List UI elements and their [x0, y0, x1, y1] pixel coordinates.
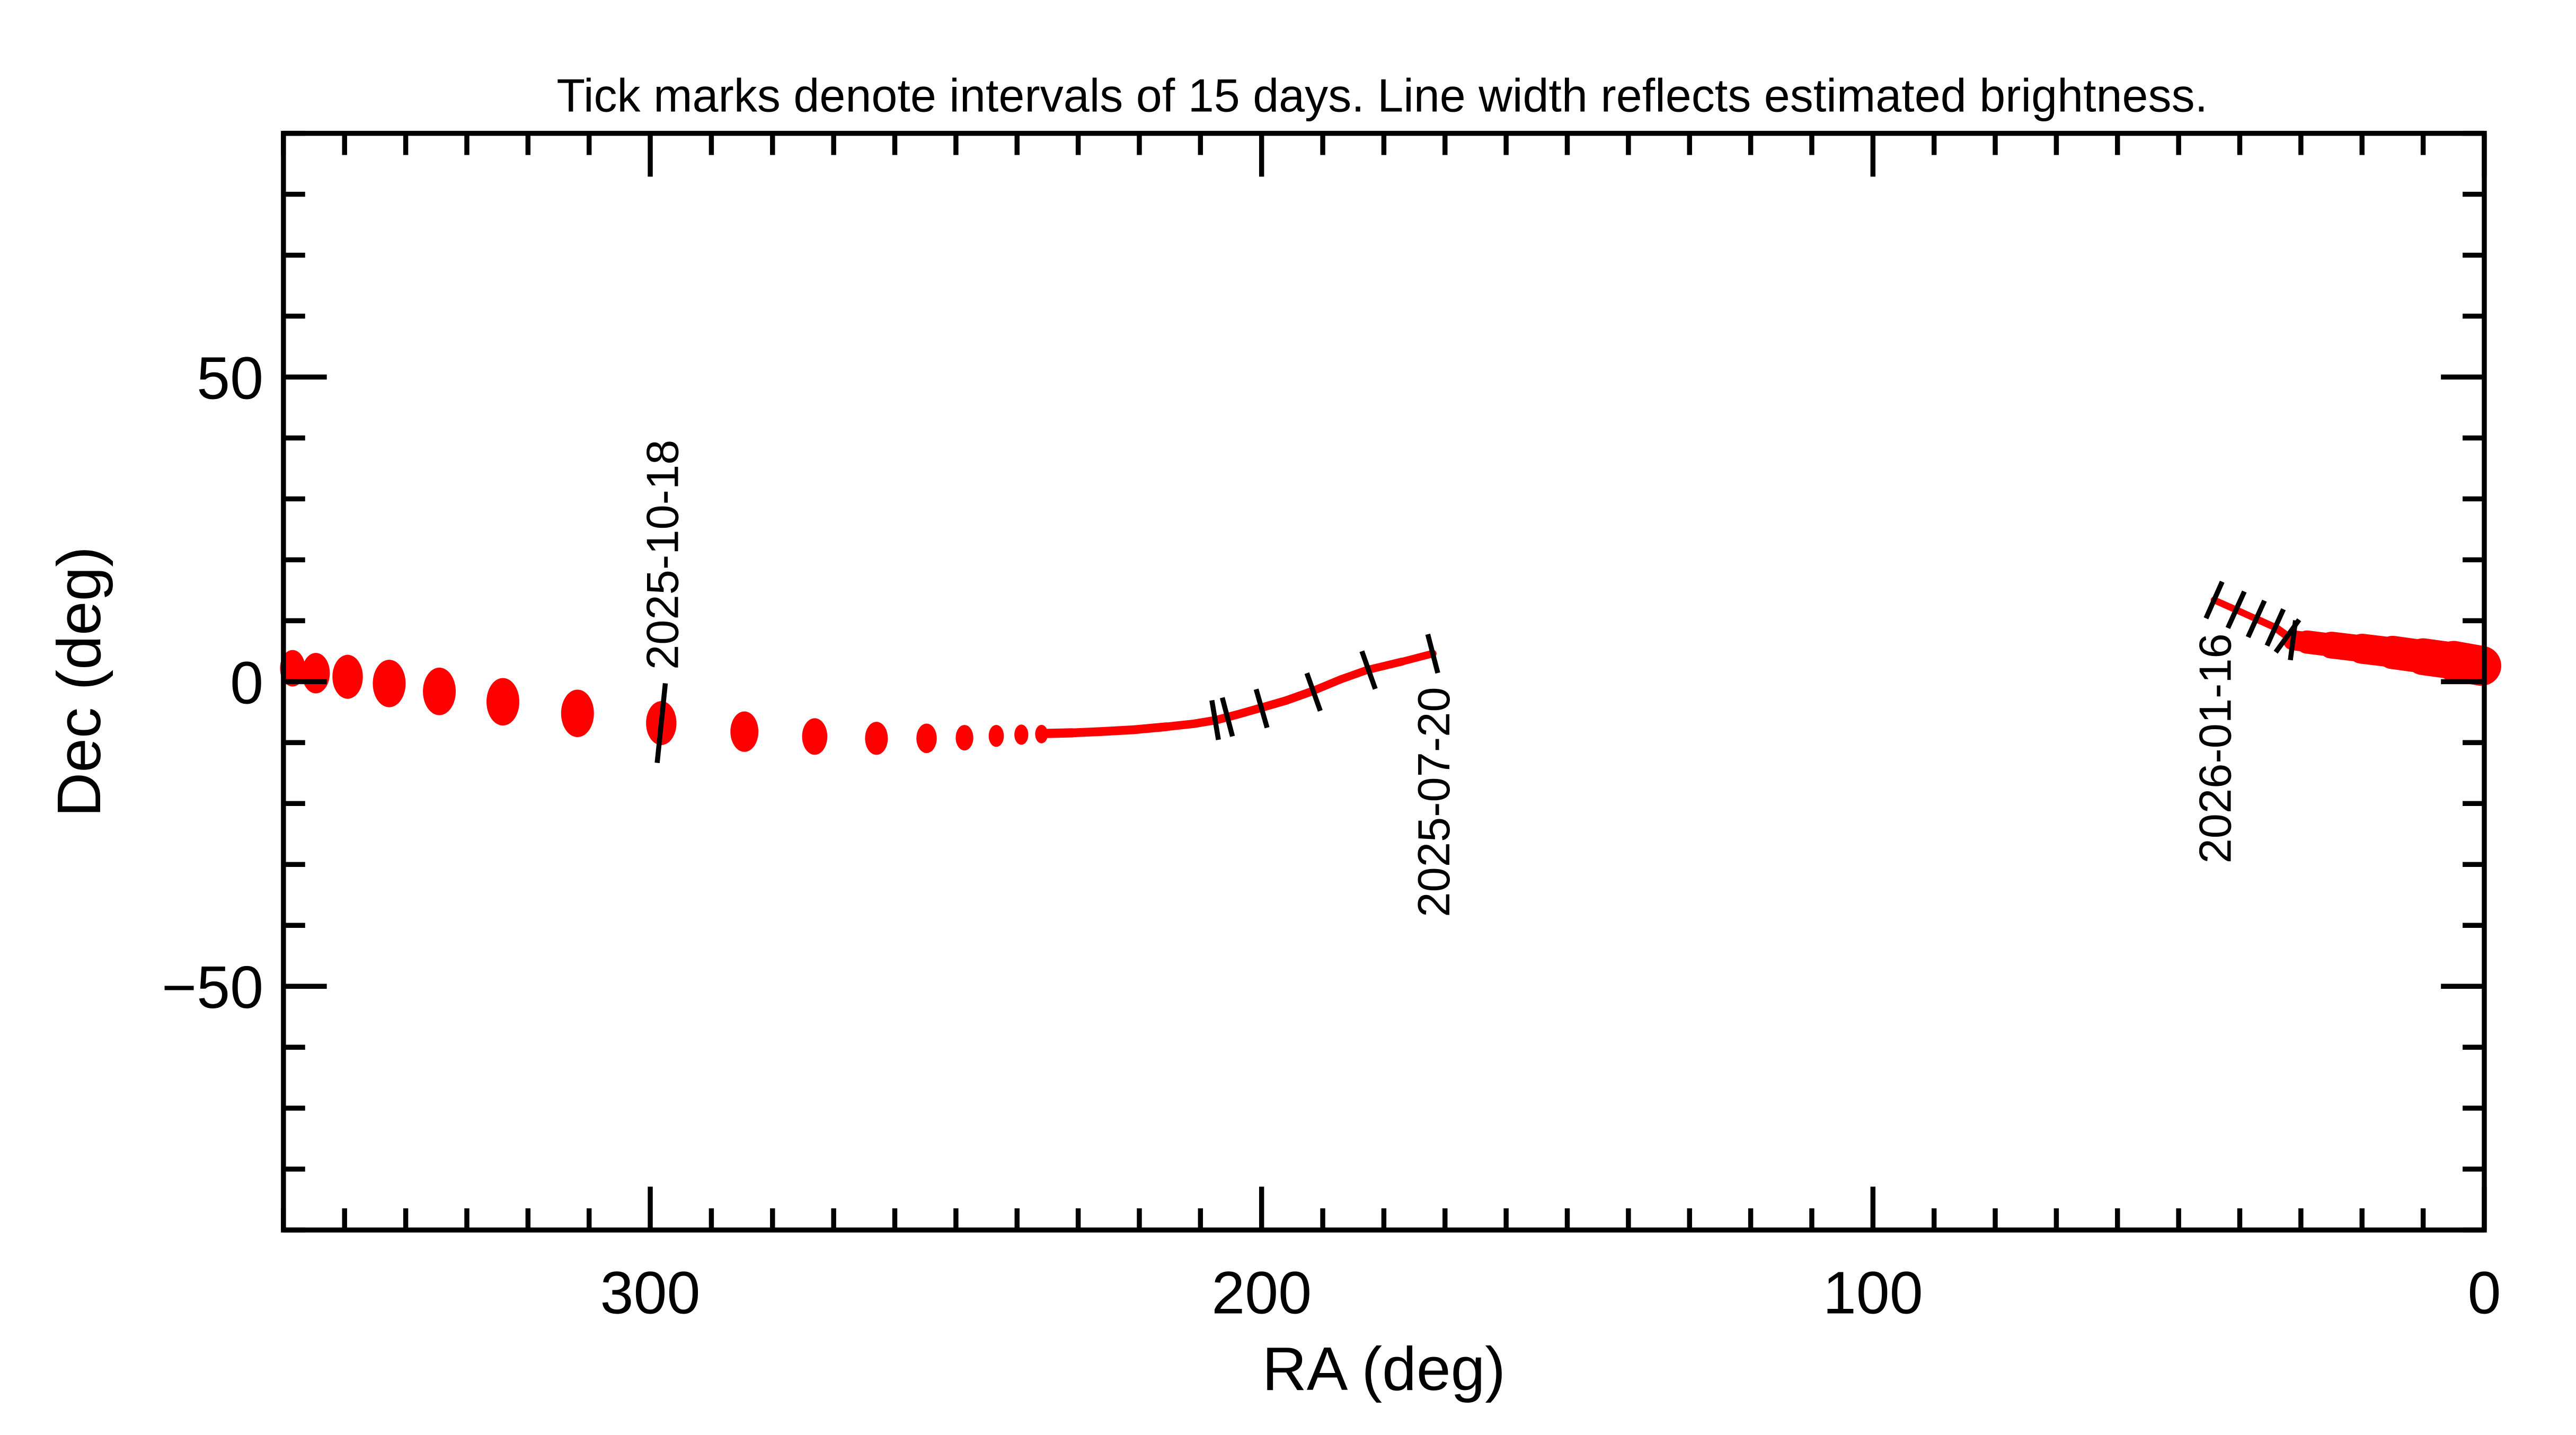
- interval-tick: [2245, 599, 2267, 639]
- interval-tick: [2225, 590, 2247, 630]
- x-tick-label: 100: [1823, 1259, 1923, 1326]
- chart-title: Tick marks denote intervals of 15 days. …: [556, 69, 2208, 122]
- track-segment: [2252, 615, 2279, 631]
- track-point: [373, 659, 406, 707]
- track-layer: [280, 596, 2501, 755]
- track-point: [730, 711, 759, 752]
- track-point: [988, 724, 1004, 747]
- track-segment: [1337, 666, 1371, 684]
- interval-tick: [2288, 620, 2298, 661]
- date-label: 2025-07-20: [1409, 687, 1459, 917]
- track-point: [423, 667, 456, 715]
- interval-tick: [1304, 672, 1323, 712]
- interval-ticks-layer: 2025-07-20 2025-10-18 2026-01-16: [637, 440, 2301, 917]
- track-point: [865, 722, 888, 755]
- y-tick-label: −50: [162, 953, 263, 1021]
- x-tick-label: 200: [1211, 1259, 1312, 1326]
- axes: 300 200 100 0 50 0 −50: [162, 130, 2501, 1326]
- track-point: [486, 678, 520, 726]
- interval-tick: [1359, 650, 1378, 690]
- interval-tick: [1209, 699, 1221, 740]
- track-point: [802, 718, 828, 755]
- track-point: [1035, 724, 1048, 743]
- track-segment: [1398, 650, 1437, 666]
- y-tick-label: 50: [197, 344, 263, 411]
- x-tick-label: 300: [600, 1259, 701, 1326]
- track-segment: [1162, 719, 1199, 731]
- interval-tick: [1425, 633, 1440, 674]
- track-point: [280, 650, 305, 687]
- interval-tick: [654, 683, 668, 764]
- track-segment: [1281, 687, 1316, 705]
- track-segment: [1307, 675, 1345, 696]
- date-label: 2025-10-18: [637, 440, 687, 670]
- track-segment: [2233, 606, 2260, 623]
- interval-tick: [1219, 697, 1235, 737]
- y-tick-label: 0: [230, 649, 263, 716]
- x-axis-label: RA (deg): [1262, 1334, 1506, 1403]
- track-point: [561, 689, 594, 738]
- track-point: [332, 654, 363, 699]
- track-segment: [2271, 623, 2297, 644]
- track-point: [1014, 724, 1029, 745]
- x-tick-label: 0: [2467, 1259, 2501, 1326]
- date-label: 2026-01-16: [2190, 633, 2240, 863]
- track-segment: [1362, 657, 1406, 675]
- track-segment: [1095, 725, 1138, 736]
- track-point: [955, 725, 973, 751]
- y-axis-label: Dec (deg): [45, 546, 113, 817]
- plot-frame: [281, 130, 2487, 1233]
- track-segment: [2210, 596, 2239, 614]
- track-point: [916, 723, 937, 754]
- interval-tick: [2264, 608, 2286, 647]
- interval-tick: [1253, 688, 1270, 729]
- interval-tick: [2203, 580, 2225, 619]
- track-point: [302, 653, 330, 694]
- track-segment: [1129, 722, 1171, 734]
